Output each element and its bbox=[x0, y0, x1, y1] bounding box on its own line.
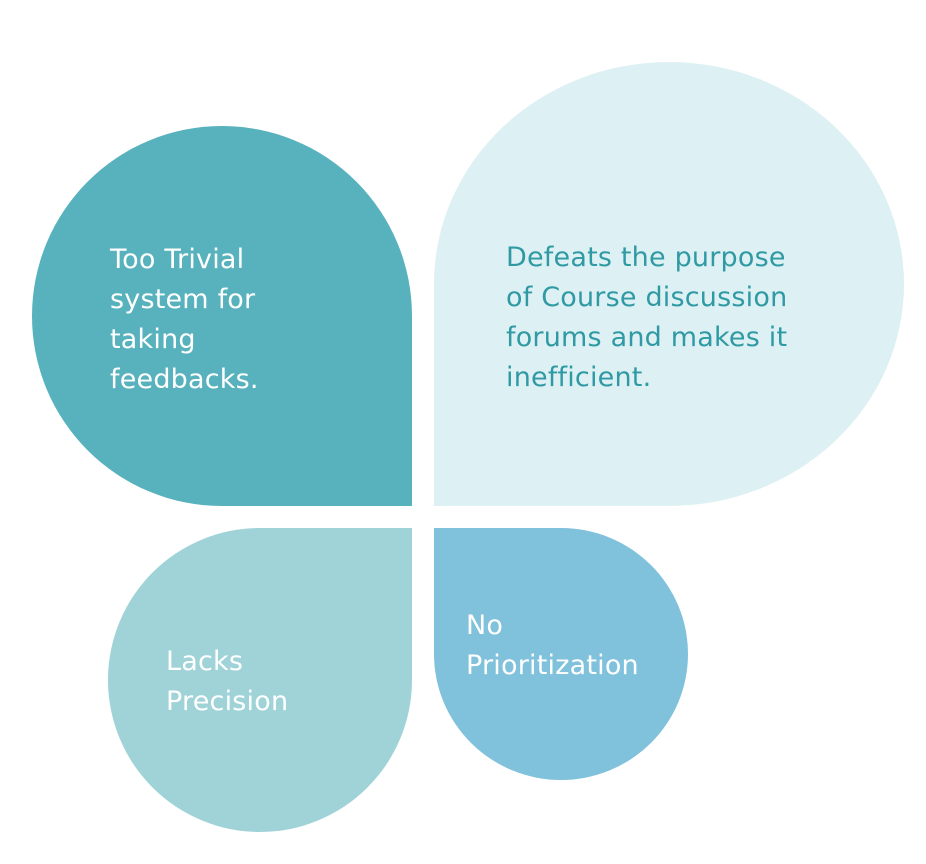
petal-no-prioritization: No Prioritization bbox=[434, 528, 688, 780]
petal-defeats-purpose: Defeats the purpose of Course discussion… bbox=[434, 62, 904, 506]
petal-lacks-precision-text: Lacks Precision bbox=[166, 646, 289, 717]
petal-defeats-purpose-text: Defeats the purpose of Course discussion… bbox=[506, 242, 788, 393]
petal-lacks-precision: Lacks Precision bbox=[108, 528, 412, 832]
petal-too-trivial: Too Trivial system for taking feedbacks. bbox=[32, 126, 412, 506]
petal-too-trivial-text: Too Trivial system for taking feedbacks. bbox=[110, 244, 259, 395]
petal-no-prioritization-text: No Prioritization bbox=[466, 610, 639, 681]
